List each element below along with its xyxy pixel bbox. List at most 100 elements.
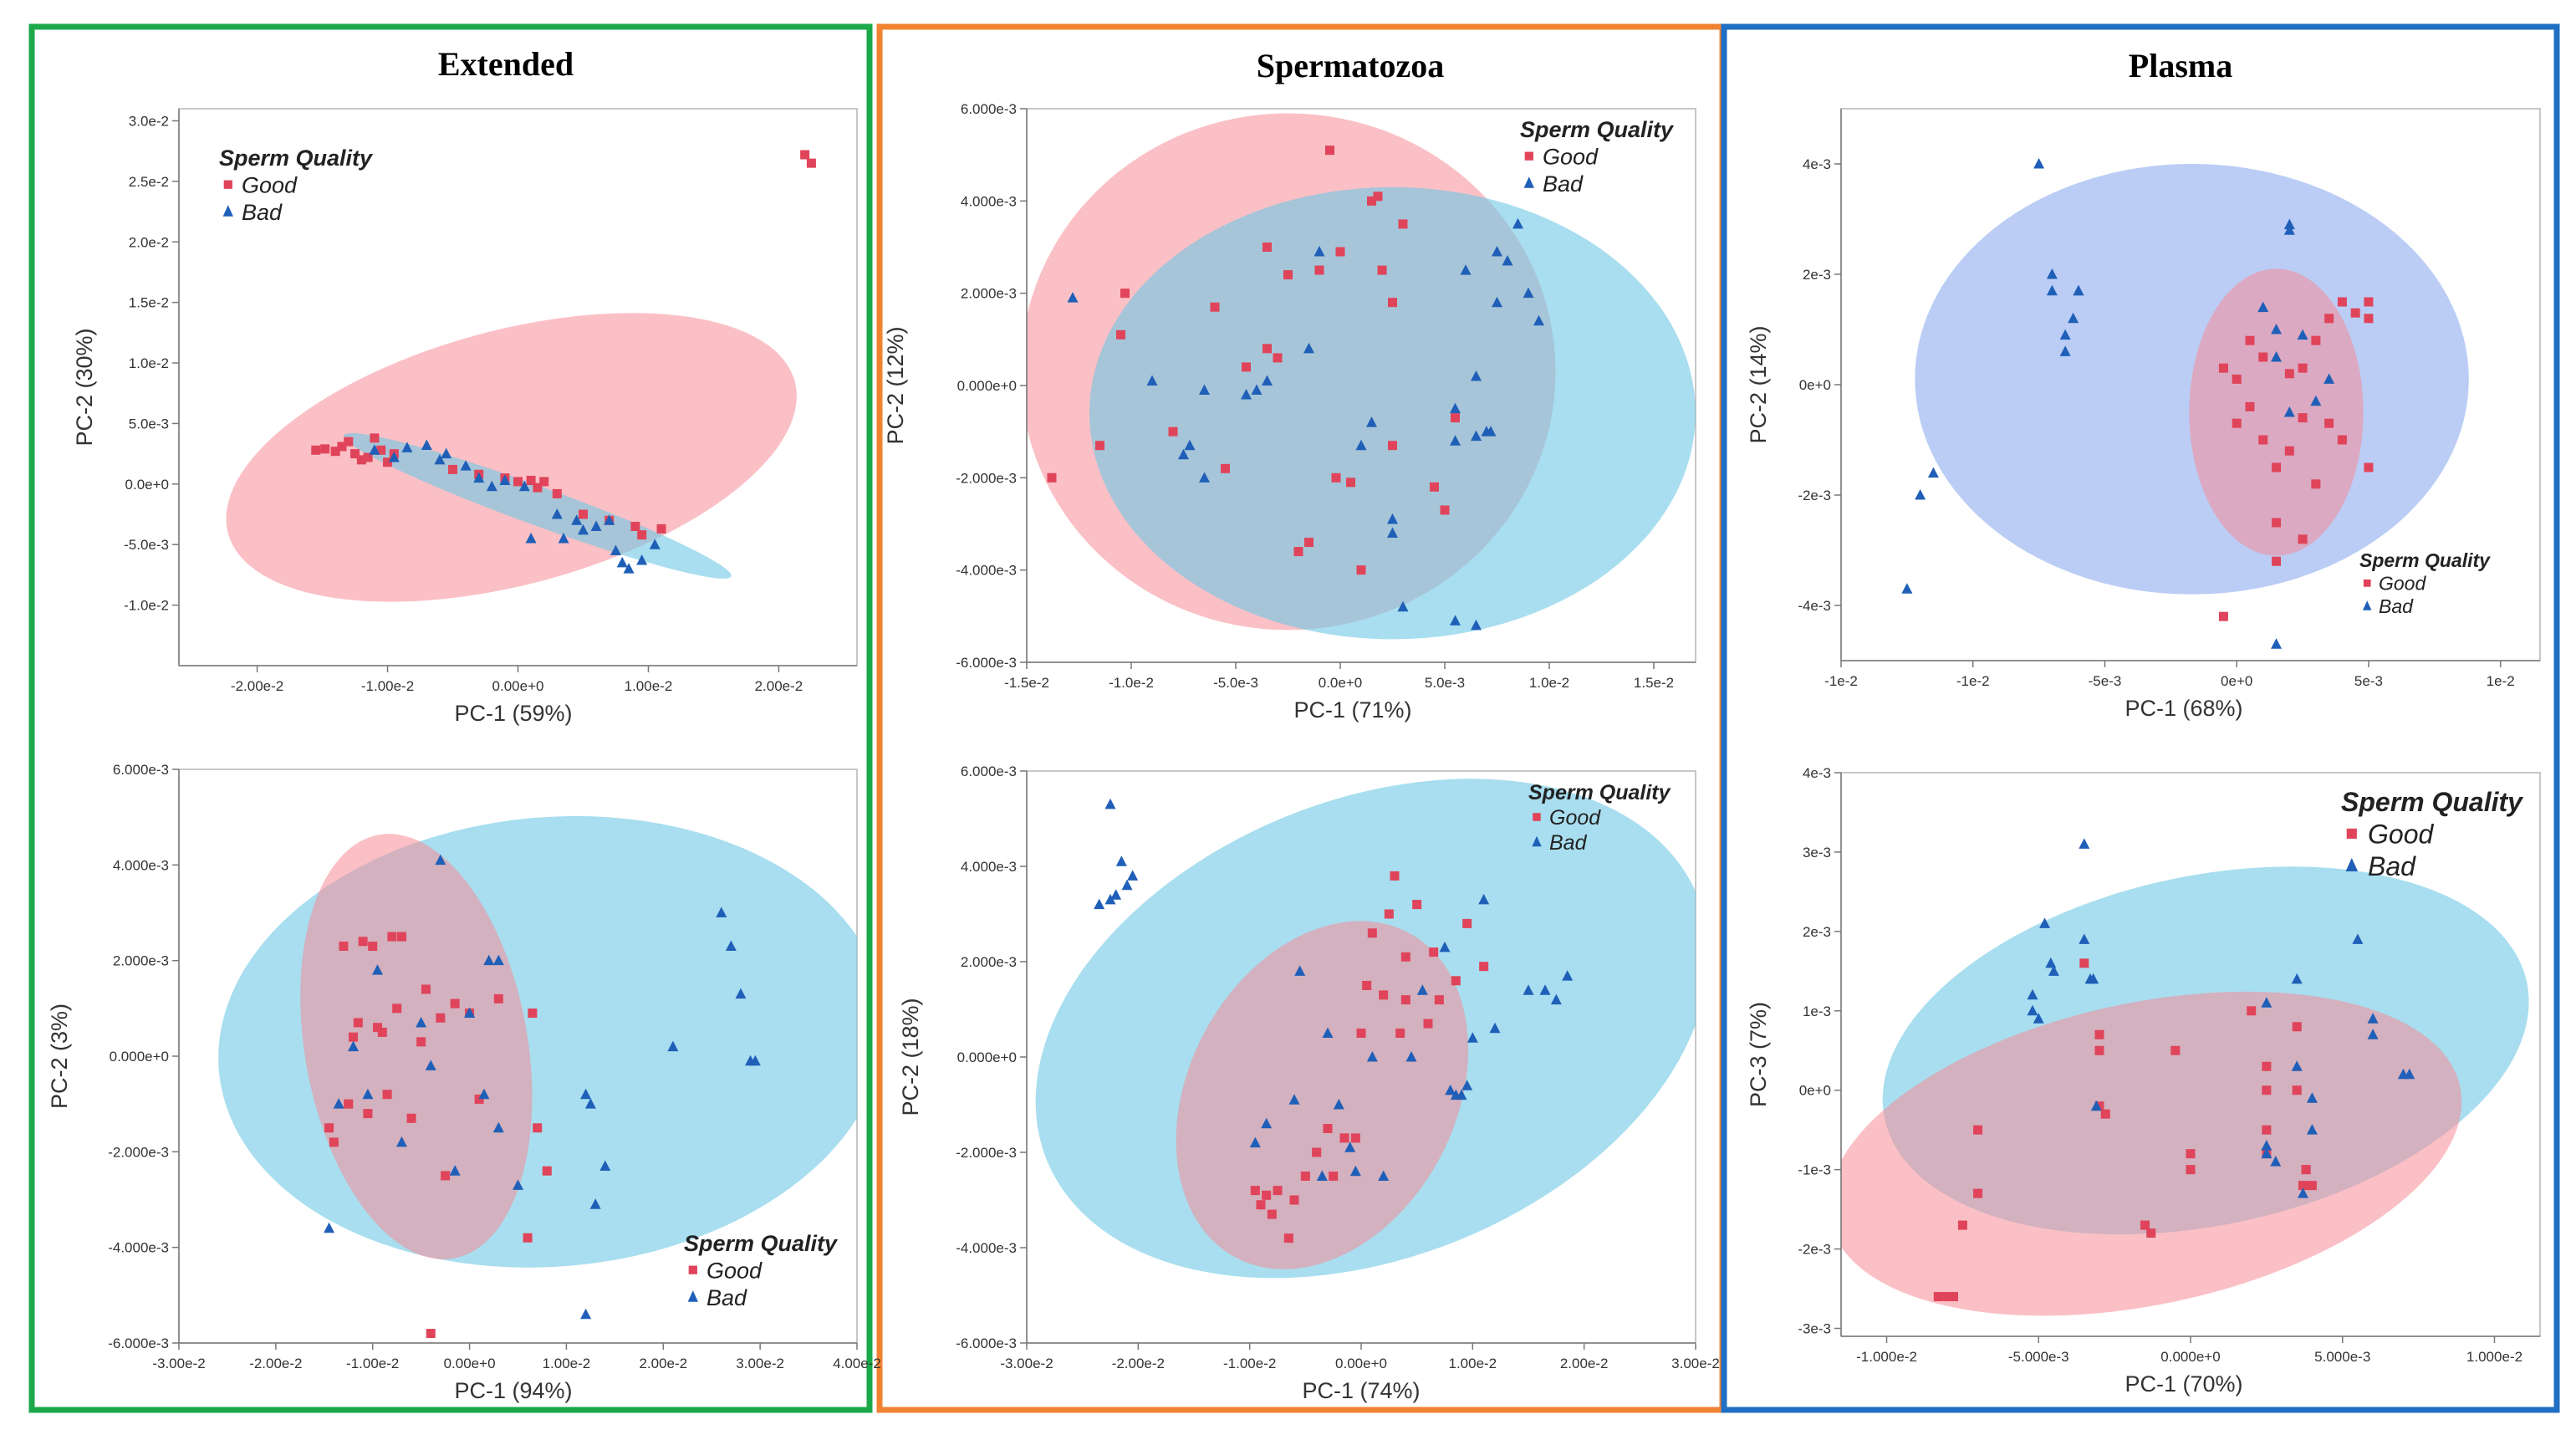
point-bad — [1314, 246, 1325, 257]
point-good — [2258, 352, 2268, 362]
legend-entry-bad: Bad — [1549, 831, 1588, 855]
point-bad — [1467, 1032, 1478, 1043]
point-bad — [2306, 1092, 2318, 1103]
point-good — [2218, 611, 2228, 621]
point-bad — [2048, 965, 2059, 976]
point-good — [2232, 374, 2242, 384]
x-tick-label: 2.00e-2 — [755, 678, 803, 694]
x-tick-label: 3.00e-2 — [736, 1356, 784, 1371]
point-good — [377, 1027, 387, 1037]
point-bad — [486, 480, 497, 492]
point-good — [806, 158, 816, 168]
point-good — [2337, 435, 2347, 445]
point-good — [2262, 1125, 2272, 1135]
point-good — [528, 1009, 538, 1019]
point-good — [2245, 335, 2255, 345]
point-good — [1440, 505, 1450, 515]
point-bad — [577, 523, 589, 535]
point-bad — [1450, 435, 1461, 446]
x-tick-label: 1.5e-2 — [1634, 675, 1674, 691]
point-good — [1479, 962, 1489, 972]
point-good — [800, 150, 810, 160]
y-tick-label: -6.000e-3 — [108, 1335, 169, 1351]
point-bad — [2271, 638, 2283, 649]
point-bad — [2261, 997, 2272, 1008]
point-good — [2324, 418, 2334, 428]
x-tick-label: -1.00e-2 — [1223, 1356, 1276, 1371]
point-bad — [2291, 973, 2303, 984]
point-bad — [2324, 373, 2335, 384]
point-good — [329, 1137, 339, 1147]
point-good — [406, 1113, 416, 1123]
point-bad — [1397, 600, 1409, 612]
point-good — [1325, 146, 1334, 156]
point-good — [1331, 472, 1341, 483]
point-bad — [2257, 301, 2269, 313]
y-axis-label: PC-2 (18%) — [898, 998, 923, 1116]
point-bad — [2306, 1124, 2318, 1135]
chart-extended-pc1-pc2: -2.00e-2 -1.00e-2 0.00e+0 1.00e-2 2.00e-2 3.0… — [72, 108, 858, 726]
point-good — [448, 464, 458, 474]
point-good — [1339, 1133, 1349, 1143]
point-good — [339, 942, 349, 952]
x-tick-label: 5.0e-3 — [1425, 675, 1465, 691]
legend-marker-bad — [1532, 835, 1542, 847]
point-good — [1377, 265, 1387, 275]
point-bad — [571, 514, 583, 525]
y-tick-label: 3.0e-2 — [129, 113, 169, 129]
axes: -1.5e-2 -1.0e-2 -5.0e-3 0.0e+0 5.0e-3 1.0e-2 1… — [956, 101, 1696, 691]
y-tick-label: 2.000e-3 — [113, 953, 169, 969]
point-good — [426, 1329, 436, 1339]
point-bad — [499, 474, 511, 485]
point-good — [1047, 472, 1057, 483]
point-bad — [735, 988, 747, 999]
x-tick-label: 2.00e-2 — [1560, 1356, 1609, 1371]
point-good — [1398, 219, 1408, 229]
confidence-ellipse-good — [2189, 268, 2364, 556]
y-tick-label: -1e-3 — [1798, 1162, 1831, 1178]
axes: -1e-2 -1e-2 -5e-3 0e+0 5e-3 1e-2 4e-3 2e-3 0e+0 -… — [1798, 109, 2540, 689]
x-tick-label: -1.00e-2 — [361, 678, 414, 694]
point-bad — [1344, 1141, 1356, 1152]
point-bad — [2039, 917, 2051, 928]
point-bad — [2079, 933, 2090, 944]
point-good — [1384, 909, 1394, 919]
legend-marker-bad — [2362, 600, 2372, 610]
point-bad — [580, 1088, 592, 1100]
axes: -2.00e-2 -1.00e-2 0.00e+0 1.00e-2 2.00e-2 3.0… — [124, 109, 857, 694]
y-tick-label: 3e-3 — [1803, 845, 1831, 860]
point-bad — [388, 451, 400, 462]
y-tick-label: 2.000e-3 — [961, 954, 1017, 970]
point-good — [539, 477, 549, 487]
legend-marker-bad — [1523, 176, 1534, 188]
x-axis-label: PC-1 (68%) — [2125, 696, 2242, 721]
point-bad — [1146, 375, 1158, 386]
point-bad — [1901, 583, 1913, 594]
point-bad — [464, 1007, 476, 1019]
point-good — [2094, 1029, 2104, 1039]
axes: -1.000e-2 -5.000e-3 0.000e+0 5.000e-3 1.000e… — [1798, 765, 2540, 1365]
legend-entry-bad: Bad — [1543, 171, 1584, 197]
point-bad — [1184, 439, 1196, 451]
point-bad — [2283, 224, 2295, 235]
point-good — [1973, 1125, 1983, 1135]
point-good — [330, 447, 340, 457]
y-tick-label: -2.000e-3 — [956, 1145, 1017, 1161]
point-bad — [1471, 430, 1482, 442]
point-bad — [1333, 1099, 1344, 1110]
x-tick-label: -1e-2 — [1956, 673, 1990, 689]
point-good — [1434, 995, 1444, 1005]
point-good — [2186, 1165, 2196, 1175]
point-bad — [324, 1222, 335, 1233]
points-layer — [1047, 146, 1544, 631]
x-tick-label: -2.00e-2 — [249, 1356, 302, 1371]
point-bad — [1249, 1136, 1261, 1148]
point-good — [1942, 1292, 1952, 1302]
point-good — [2292, 1022, 2302, 1032]
point-bad — [1915, 489, 1926, 500]
point-good — [2350, 308, 2360, 318]
x-tick-label: 1.0e-2 — [1529, 675, 1569, 691]
